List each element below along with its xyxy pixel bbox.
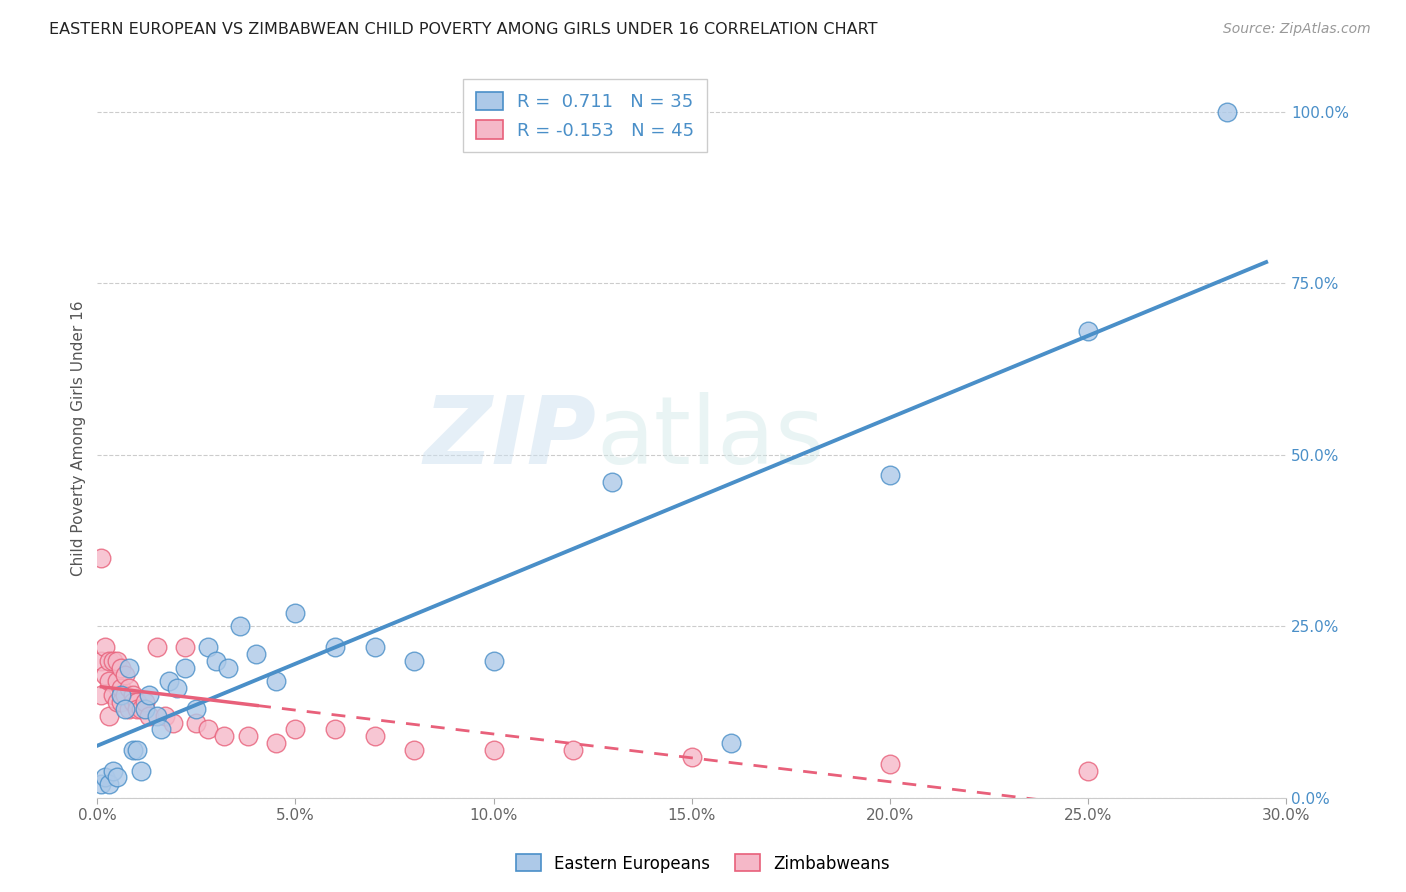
Point	[561, 743, 583, 757]
Point	[103, 764, 125, 778]
Point	[125, 702, 148, 716]
Point	[153, 708, 176, 723]
Point	[404, 743, 426, 757]
Point	[1077, 764, 1099, 778]
Point	[1215, 104, 1237, 119]
Text: ZIP: ZIP	[423, 392, 596, 483]
Point	[110, 661, 132, 675]
Point	[363, 729, 385, 743]
Point	[129, 764, 152, 778]
Point	[323, 723, 346, 737]
Y-axis label: Child Poverty Among Girls Under 16: Child Poverty Among Girls Under 16	[72, 300, 86, 575]
Point	[125, 695, 148, 709]
Point	[90, 688, 112, 702]
Point	[323, 640, 346, 654]
Point	[110, 695, 132, 709]
Point	[105, 674, 128, 689]
Text: atlas: atlas	[596, 392, 825, 483]
Point	[103, 688, 125, 702]
Text: Source: ZipAtlas.com: Source: ZipAtlas.com	[1223, 22, 1371, 37]
Point	[114, 702, 136, 716]
Point	[212, 729, 235, 743]
Point	[681, 750, 703, 764]
Point	[162, 715, 184, 730]
Point	[114, 667, 136, 681]
Point	[186, 702, 208, 716]
Legend: R =  0.711   N = 35, R = -0.153   N = 45: R = 0.711 N = 35, R = -0.153 N = 45	[463, 79, 707, 153]
Point	[98, 654, 121, 668]
Point	[94, 667, 117, 681]
Point	[205, 654, 228, 668]
Point	[217, 661, 239, 675]
Point	[186, 715, 208, 730]
Point	[236, 729, 259, 743]
Point	[118, 661, 141, 675]
Point	[157, 674, 180, 689]
Point	[90, 550, 112, 565]
Point	[129, 702, 152, 716]
Point	[90, 777, 112, 791]
Point	[98, 674, 121, 689]
Point	[105, 771, 128, 785]
Point	[98, 708, 121, 723]
Point	[134, 695, 156, 709]
Point	[146, 640, 169, 654]
Point	[149, 723, 172, 737]
Point	[1077, 324, 1099, 338]
Point	[103, 654, 125, 668]
Point	[173, 640, 195, 654]
Point	[264, 736, 287, 750]
Point	[720, 736, 742, 750]
Point	[879, 468, 901, 483]
Point	[166, 681, 188, 696]
Point	[90, 654, 112, 668]
Point	[110, 688, 132, 702]
Point	[404, 654, 426, 668]
Point	[602, 475, 624, 490]
Point	[245, 647, 267, 661]
Point	[94, 771, 117, 785]
Point	[363, 640, 385, 654]
Point	[105, 654, 128, 668]
Point	[284, 606, 307, 620]
Point	[110, 681, 132, 696]
Point	[122, 688, 145, 702]
Point	[125, 743, 148, 757]
Point	[197, 640, 219, 654]
Legend: Eastern Europeans, Zimbabweans: Eastern Europeans, Zimbabweans	[509, 847, 897, 880]
Point	[197, 723, 219, 737]
Point	[138, 688, 160, 702]
Point	[114, 688, 136, 702]
Point	[482, 743, 505, 757]
Point	[122, 743, 145, 757]
Point	[146, 708, 169, 723]
Point	[138, 708, 160, 723]
Point	[879, 756, 901, 771]
Text: EASTERN EUROPEAN VS ZIMBABWEAN CHILD POVERTY AMONG GIRLS UNDER 16 CORRELATION CH: EASTERN EUROPEAN VS ZIMBABWEAN CHILD POV…	[49, 22, 877, 37]
Point	[118, 681, 141, 696]
Point	[173, 661, 195, 675]
Point	[98, 777, 121, 791]
Point	[264, 674, 287, 689]
Point	[118, 702, 141, 716]
Point	[482, 654, 505, 668]
Point	[105, 695, 128, 709]
Point	[134, 702, 156, 716]
Point	[122, 695, 145, 709]
Point	[94, 640, 117, 654]
Point	[229, 619, 252, 633]
Point	[284, 723, 307, 737]
